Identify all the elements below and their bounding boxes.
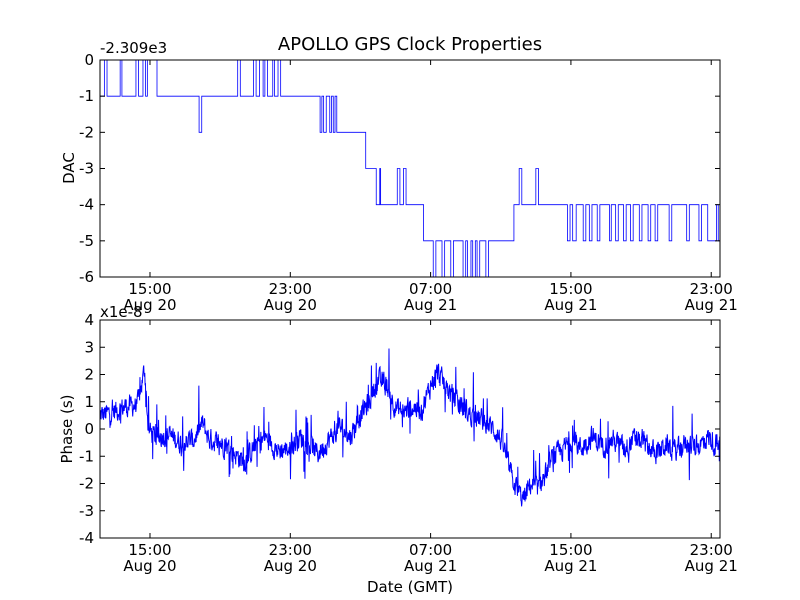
phase-xtick-date: Aug 21: [544, 557, 597, 575]
dac-series-path: [100, 59, 720, 278]
dac-y-ticks: 0 -1 -2 -3 -4 -5 -6: [79, 51, 720, 286]
phase-xtick-time: 15:00: [128, 541, 171, 559]
dac-ytick-label: -6: [79, 268, 94, 286]
phase-series-line: [99, 348, 721, 507]
phase-xtick-time: 23:00: [269, 541, 312, 559]
phase-xtick-date: Aug 21: [404, 557, 457, 575]
dac-ytick-label: 0: [84, 51, 94, 69]
phase-ytick-label: 3: [84, 338, 94, 356]
dac-xtick-time: 07:00: [409, 280, 452, 298]
phase-xtick-time: 23:00: [690, 541, 733, 559]
dac-xtick-time: 23:00: [269, 280, 312, 298]
phase-xtick-date: Aug 20: [123, 557, 176, 575]
dac-y-axis-label: DAC: [60, 152, 78, 184]
dac-xtick-date: Aug 21: [685, 296, 738, 314]
dac-xtick-time: 15:00: [128, 280, 171, 298]
dac-xtick-time: 15:00: [549, 280, 592, 298]
dac-ytick-label: -1: [79, 87, 94, 105]
dac-xtick-date: Aug 21: [544, 296, 597, 314]
phase-ytick-label: 1: [84, 393, 94, 411]
phase-ytick-label: -3: [79, 502, 94, 520]
dac-ytick-label: -2: [79, 123, 94, 141]
dac-xtick-date: Aug 21: [404, 296, 457, 314]
phase-xtick-date: Aug 21: [685, 557, 738, 575]
phase-xtick-time: 15:00: [549, 541, 592, 559]
x-axis-label: Date (GMT): [367, 578, 453, 596]
phase-y-axis-label: Phase (s): [58, 394, 76, 463]
phase-ytick-label: 0: [84, 420, 94, 438]
phase-offset-label: x1e-8: [100, 303, 143, 321]
chart-title: APOLLO GPS Clock Properties: [278, 34, 542, 55]
dac-ytick-label: -4: [79, 196, 94, 214]
phase-y-ticks: 4 3 2 1 0 -1 -2 -3 -4: [79, 311, 720, 547]
phase-series-path: [99, 348, 721, 507]
dac-xtick-date: Aug 20: [264, 296, 317, 314]
dac-xtick-date: Aug 20: [123, 296, 176, 314]
dac-xtick-time: 23:00: [690, 280, 733, 298]
phase-ytick-label: -1: [79, 447, 94, 465]
dac-ytick-label: -3: [79, 160, 94, 178]
phase-ytick-label: -4: [79, 529, 94, 547]
dac-offset-label: -2.309e3: [100, 39, 167, 57]
dac-ytick-label: -5: [79, 232, 94, 250]
phase-ytick-label: 4: [84, 311, 94, 329]
phase-ytick-label: -2: [79, 475, 94, 493]
phase-xtick-time: 07:00: [409, 541, 452, 559]
dac-series-line: [100, 59, 720, 278]
phase-xtick-date: Aug 20: [264, 557, 317, 575]
phase-ytick-label: 2: [84, 366, 94, 384]
